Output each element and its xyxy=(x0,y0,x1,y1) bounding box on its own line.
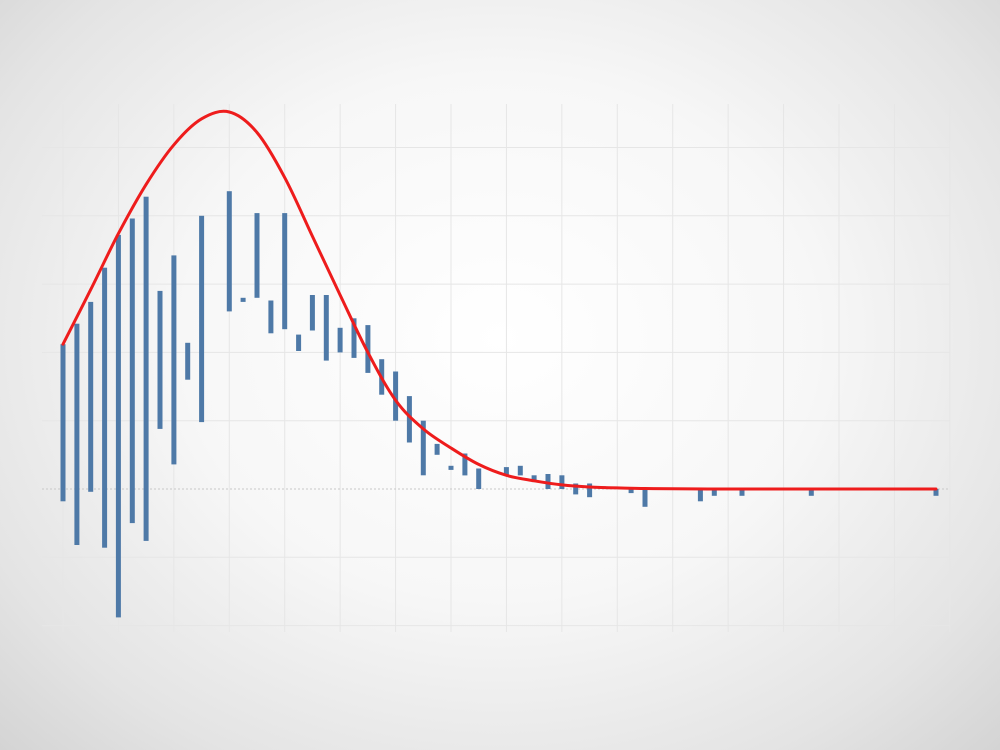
bar xyxy=(462,453,468,476)
bar xyxy=(503,467,509,476)
bar xyxy=(545,474,551,489)
bar xyxy=(517,465,523,476)
bar xyxy=(240,297,246,302)
bar xyxy=(642,489,648,507)
bar xyxy=(309,295,315,331)
bar xyxy=(171,255,177,465)
bar xyxy=(143,196,149,541)
bar xyxy=(697,489,703,502)
bar xyxy=(711,489,717,496)
bar xyxy=(351,318,357,358)
bar xyxy=(531,475,537,483)
bar xyxy=(573,483,579,495)
bar xyxy=(739,489,745,496)
bar xyxy=(448,465,454,470)
bar xyxy=(74,323,80,545)
bar xyxy=(268,300,274,334)
bar xyxy=(365,325,371,373)
bar xyxy=(559,475,565,489)
bar xyxy=(129,218,135,524)
bar xyxy=(628,488,634,494)
bar xyxy=(60,344,66,502)
bar xyxy=(226,191,232,312)
bar xyxy=(157,290,163,429)
bar xyxy=(434,443,440,455)
bar-series xyxy=(60,191,939,618)
bar xyxy=(323,295,329,361)
bar xyxy=(185,342,191,380)
bar xyxy=(587,483,593,498)
bar xyxy=(476,468,482,489)
bar xyxy=(933,489,939,496)
bar xyxy=(88,301,94,492)
curve-line xyxy=(61,109,938,491)
bar xyxy=(254,213,260,298)
bar xyxy=(420,420,426,476)
bar xyxy=(282,213,288,330)
bar xyxy=(199,215,205,423)
bar xyxy=(337,327,343,353)
bar xyxy=(393,371,399,421)
curve-series xyxy=(61,109,938,491)
bar xyxy=(102,267,108,548)
bar xyxy=(808,489,814,496)
chart-grid xyxy=(42,104,951,632)
bar xyxy=(115,234,121,618)
bar xyxy=(406,396,412,443)
bar xyxy=(296,334,302,351)
